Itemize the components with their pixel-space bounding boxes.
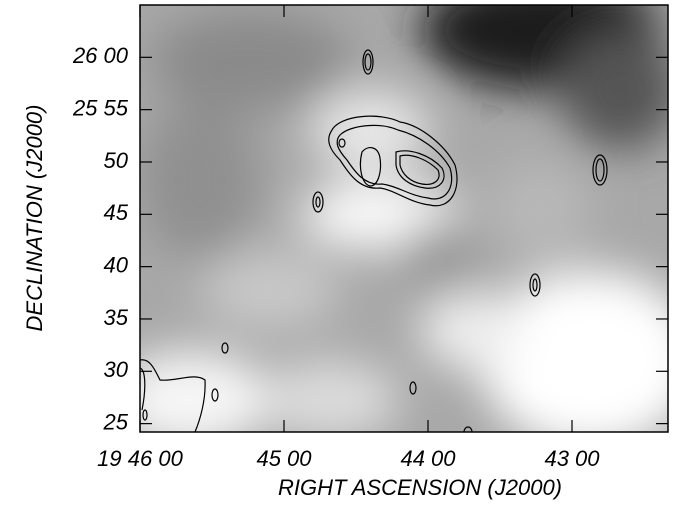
- y-tick-label: 25 55: [72, 95, 129, 120]
- y-tick-label: 26 00: [72, 43, 129, 68]
- y-axis-label: DECLINATION (J2000): [22, 105, 47, 332]
- y-tick-label: 30: [104, 357, 129, 382]
- y-tick-label: 25: [103, 409, 129, 434]
- y-tick-label: 45: [104, 200, 129, 225]
- plot-frame: [139, 4, 669, 433]
- y-tick-label: 50: [104, 148, 129, 173]
- x-tick-label: 44 00: [400, 446, 456, 471]
- x-tick-label: 43 00: [544, 446, 600, 471]
- x-tick-label: 45 00: [256, 446, 312, 471]
- x-tick-label: 19 46 00: [97, 446, 183, 471]
- y-tick-label: 35: [104, 305, 129, 330]
- contours: [140, 49, 608, 432]
- y-tick-label: 40: [104, 252, 129, 277]
- grayscale-image: [140, 5, 668, 432]
- x-axis-label: RIGHT ASCENSION (J2000): [278, 475, 562, 500]
